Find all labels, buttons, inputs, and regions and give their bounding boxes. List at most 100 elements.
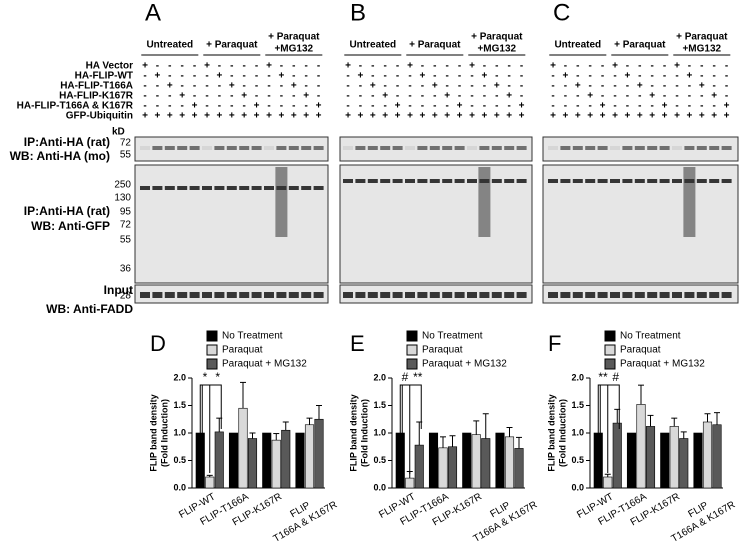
lane-sign: -	[626, 81, 629, 92]
lane-sign: +	[291, 81, 297, 92]
lane-sign: -	[305, 101, 308, 112]
blot	[134, 164, 329, 284]
lane-sign: +	[506, 111, 512, 122]
band	[467, 292, 477, 298]
lane-sign: -	[243, 101, 246, 112]
band	[429, 179, 440, 183]
bar	[195, 432, 205, 489]
band	[560, 179, 571, 183]
band	[659, 146, 670, 150]
lane-sign: -	[408, 101, 411, 112]
bracket	[599, 384, 620, 433]
lane-sign: -	[359, 81, 362, 92]
smear	[683, 167, 696, 237]
lane-sign: +	[229, 81, 235, 92]
band	[417, 146, 428, 150]
band	[392, 146, 403, 150]
band	[301, 186, 312, 190]
bar	[228, 432, 239, 489]
band	[467, 179, 477, 183]
bar	[645, 426, 656, 489]
legend-label: Paraquat + MG132	[222, 359, 307, 370]
band	[177, 146, 188, 150]
lane-sign: -	[433, 71, 436, 82]
band	[548, 146, 558, 150]
error-bar	[473, 420, 480, 435]
bar	[481, 438, 491, 489]
band	[380, 292, 391, 298]
lane-sign: -	[446, 71, 449, 82]
y-tick-label: 0.0	[173, 482, 186, 492]
lane-sign: -	[551, 71, 554, 82]
row-label: GFP-Ubiquitin	[66, 111, 133, 122]
lane-sign: -	[193, 91, 196, 102]
lane-sign: -	[143, 91, 146, 102]
lane-sign: -	[675, 91, 678, 102]
lane-sign: -	[255, 71, 258, 82]
lane-sign: +	[345, 111, 351, 122]
band	[164, 292, 175, 298]
lane-sign: +	[674, 61, 680, 72]
band	[647, 292, 658, 298]
error-bar	[506, 427, 513, 437]
legend-label: Paraquat	[620, 345, 661, 356]
lane-sign: +	[154, 111, 160, 122]
lane-sign: +	[316, 111, 322, 122]
band	[367, 146, 378, 150]
band	[405, 292, 415, 298]
band	[177, 186, 188, 190]
lane-sign: -	[638, 71, 641, 82]
y-tick-label: 2.0	[373, 372, 386, 382]
lane-sign: -	[396, 71, 399, 82]
lane-sign: -	[396, 81, 399, 92]
lane-sign: -	[663, 61, 666, 72]
lane-sign: -	[156, 81, 159, 92]
lane-sign: -	[371, 61, 374, 72]
band	[572, 292, 583, 298]
lane-sign: -	[346, 71, 349, 82]
lane-sign: -	[564, 91, 567, 102]
lane-sign: +	[562, 111, 568, 122]
y-tick-label: 1.5	[373, 400, 386, 410]
y-tick-label: 2.0	[173, 372, 186, 382]
lane-sign: -	[267, 91, 270, 102]
condition-label: + Paraquat	[409, 40, 461, 51]
lane-sign: +	[506, 91, 512, 102]
band	[214, 186, 225, 190]
y-tick-label: 0.5	[373, 455, 386, 465]
lane-sign: -	[613, 71, 616, 82]
smear	[275, 167, 288, 237]
blot-label: IP:Anti-HA (rat)	[24, 204, 110, 218]
band	[202, 146, 212, 150]
legend-swatch	[406, 330, 418, 342]
lane-sign: -	[446, 101, 449, 112]
bar	[414, 444, 424, 489]
lane-sign: -	[421, 81, 424, 92]
mw-marker: 36	[120, 264, 132, 275]
band	[202, 292, 212, 298]
band	[313, 292, 324, 298]
bar	[247, 438, 258, 489]
lane-sign: -	[446, 81, 449, 92]
lane-sign: +	[370, 111, 376, 122]
lane-sign: -	[346, 91, 349, 102]
band	[392, 292, 403, 298]
error-bar	[704, 413, 711, 422]
y-axis-label: FLIP band density	[148, 394, 158, 471]
band	[709, 292, 720, 298]
band	[610, 146, 620, 150]
lane-sign: -	[700, 101, 703, 112]
band	[189, 186, 200, 190]
band	[597, 179, 608, 183]
lane-sign: -	[725, 81, 728, 92]
lane-sign: -	[371, 71, 374, 82]
lane-sign: -	[564, 101, 567, 112]
lane-sign: +	[303, 111, 309, 122]
lane-sign: +	[624, 111, 630, 122]
lane-sign: +	[229, 111, 235, 122]
lane-sign: +	[711, 91, 717, 102]
lane-sign: +	[481, 111, 487, 122]
lane-sign: -	[181, 61, 184, 72]
lane-sign: -	[458, 81, 461, 92]
